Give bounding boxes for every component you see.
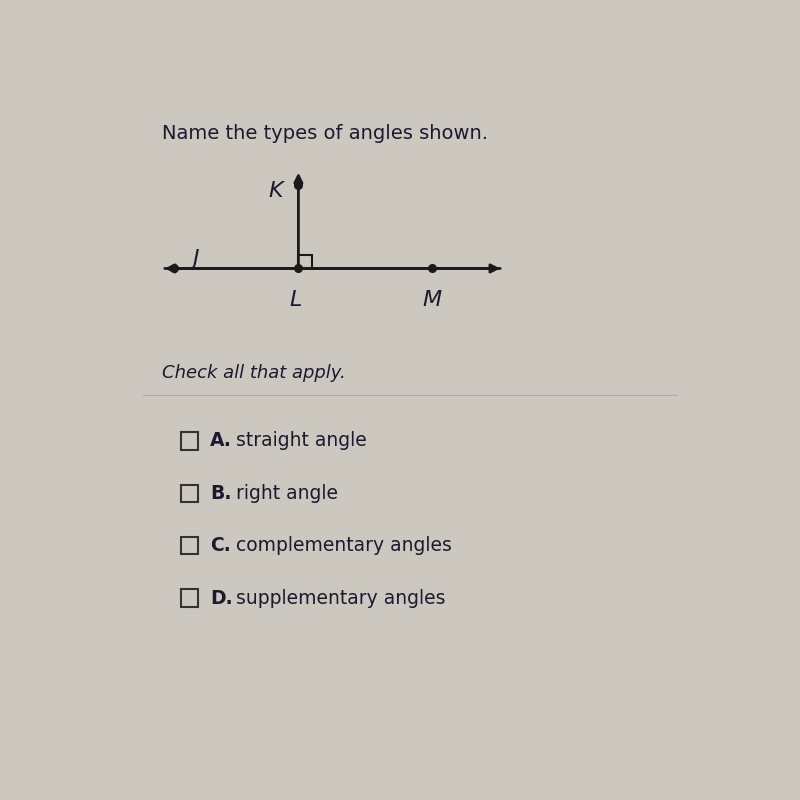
Text: straight angle: straight angle <box>237 431 367 450</box>
Bar <box>181 432 198 450</box>
Text: B.: B. <box>210 484 232 503</box>
Text: D.: D. <box>210 589 233 607</box>
Text: M: M <box>422 290 442 310</box>
Text: Check all that apply.: Check all that apply. <box>162 364 346 382</box>
Text: supplementary angles: supplementary angles <box>237 589 446 607</box>
Text: A.: A. <box>210 431 232 450</box>
Bar <box>181 485 198 502</box>
Text: K: K <box>268 182 283 202</box>
Text: Name the types of angles shown.: Name the types of angles shown. <box>162 124 488 142</box>
Bar <box>181 590 198 606</box>
Text: L: L <box>289 290 302 310</box>
Text: complementary angles: complementary angles <box>237 536 452 555</box>
Bar <box>298 255 312 269</box>
Bar <box>181 537 198 554</box>
Text: J: J <box>193 250 199 270</box>
Text: right angle: right angle <box>237 484 338 503</box>
Text: C.: C. <box>210 536 231 555</box>
